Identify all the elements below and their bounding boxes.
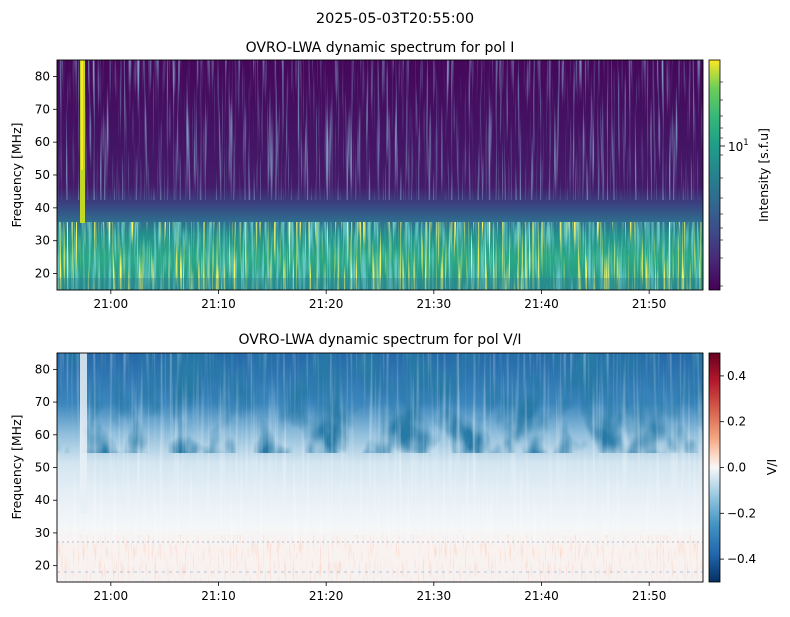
pol-i-colorbar-major-label: 101 <box>728 138 749 154</box>
pol-vi-xtick-label: 21:00 <box>94 589 129 603</box>
pol-vi-colorbar-ticks: −0.4 −0.2 0.0 0.2 0.4 <box>720 369 756 566</box>
pol-vi-ytick-label: 70 <box>35 395 50 409</box>
pol-i-xtick-label: 21:00 <box>94 297 129 311</box>
figure-suptitle: 2025-05-03T20:55:00 <box>316 11 474 27</box>
pol-i-ytick-label: 60 <box>35 135 50 149</box>
panel-pol-i-title: OVRO-LWA dynamic spectrum for pol I <box>246 40 515 56</box>
panel-pol-i: OVRO-LWA dynamic spectrum for pol I 21:0… <box>9 40 771 311</box>
pol-vi-ytick-label: 50 <box>35 461 50 475</box>
pol-vi-xtick-label: 21:50 <box>632 589 667 603</box>
pol-vi-colorbar-tick-label: −0.4 <box>727 552 756 566</box>
pol-vi-xtick-label: 21:30 <box>417 589 452 603</box>
pol-i-xtick-label: 21:50 <box>632 297 667 311</box>
pol-vi-xtick-label: 21:40 <box>524 589 559 603</box>
pol-vi-spectrum-image <box>57 353 703 582</box>
pol-i-xtick-label: 21:30 <box>417 297 452 311</box>
pol-i-ticks: 21:00 21:10 21:20 21:30 21:40 21:50 20 30 40 50 60… <box>35 69 667 311</box>
pol-vi-colorbar-label: V/I <box>764 459 779 475</box>
pol-vi-colorbar-tick-label: 0.2 <box>727 415 746 429</box>
pol-i-ytick-label: 80 <box>35 69 50 83</box>
pol-i-ytick-label: 20 <box>35 267 50 281</box>
pol-vi-ytick-label: 40 <box>35 493 50 507</box>
pol-i-ytick-label: 40 <box>35 201 50 215</box>
pol-i-colorbar-ticks <box>720 81 725 287</box>
pol-i-spectrum-image <box>57 60 703 290</box>
pol-vi-ytick-label: 20 <box>35 559 50 573</box>
pol-i-xtick-label: 21:40 <box>524 297 559 311</box>
pol-vi-colorbar-tick-label: 0.4 <box>727 369 746 383</box>
pol-vi-ytick-label: 30 <box>35 526 50 540</box>
pol-vi-ylabel: Frequency [MHz] <box>9 414 24 519</box>
pol-i-colorbar-label: Intensity [s.f.u] <box>756 128 771 222</box>
pol-vi-colorbar <box>708 352 721 583</box>
pol-i-ytick-label: 70 <box>35 102 50 116</box>
pol-vi-xtick-label: 21:20 <box>309 589 344 603</box>
pol-i-ytick-label: 30 <box>35 234 50 248</box>
pol-vi-ytick-label: 80 <box>35 362 50 376</box>
pol-vi-ticks: 21:00 21:10 21:20 21:30 21:40 21:50 20 30 40 50 60… <box>35 362 667 603</box>
pol-vi-colorbar-tick-label: −0.2 <box>727 506 756 520</box>
pol-vi-xtick-label: 21:10 <box>201 589 236 603</box>
panel-pol-vi-title: OVRO-LWA dynamic spectrum for pol V/I <box>238 332 521 348</box>
pol-i-xtick-label: 21:10 <box>201 297 236 311</box>
pol-vi-ytick-label: 60 <box>35 428 50 442</box>
pol-vi-colorbar-tick-label: 0.0 <box>727 461 746 475</box>
pol-i-ytick-label: 50 <box>35 168 50 182</box>
pol-i-colorbar <box>708 59 721 291</box>
panel-pol-vi: OVRO-LWA dynamic spectrum for pol V/I 21… <box>9 332 779 603</box>
pol-i-xtick-label: 21:20 <box>309 297 344 311</box>
pol-i-ylabel: Frequency [MHz] <box>9 122 24 227</box>
